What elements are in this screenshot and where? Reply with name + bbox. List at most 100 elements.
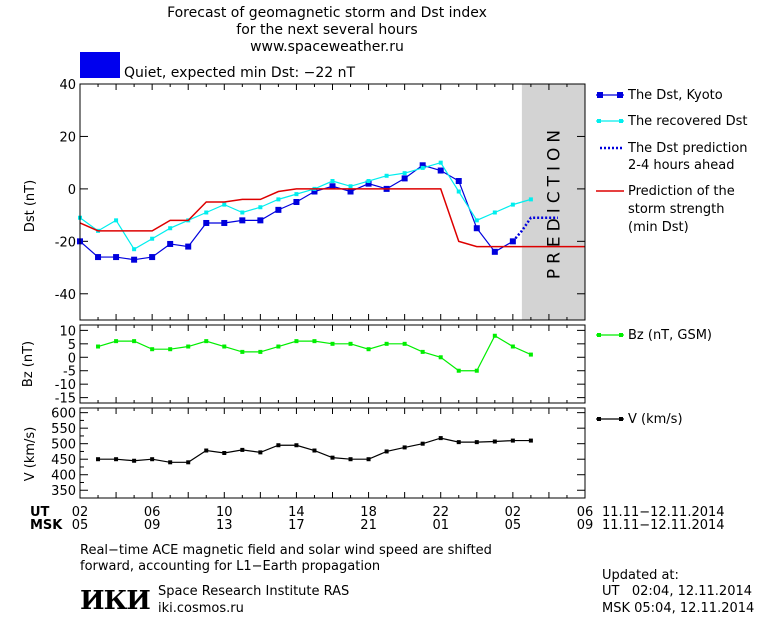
dst-data-point: [329, 183, 336, 190]
institute-site-link[interactable]: iki.cosmos.ru: [158, 601, 244, 616]
dst-data-point: [510, 202, 515, 207]
dst-data-point: [366, 179, 371, 184]
dst-data-point: [528, 197, 533, 202]
bz-frame: [79, 324, 586, 404]
v-data-point: [258, 450, 263, 455]
v-data-point: [528, 438, 533, 443]
legend-v-label: V (km/s): [628, 412, 683, 427]
dst-series-line-0: [79, 164, 514, 261]
dst-data-point: [294, 192, 299, 197]
bz-data-point: [420, 349, 425, 354]
legend-bz-label: Bz (nT, GSM): [628, 328, 712, 343]
v-data-point: [510, 438, 515, 443]
status-text: Quiet, expected min Dst: −22 nT: [124, 65, 356, 81]
bz-y-tick-label: -5: [63, 365, 76, 380]
dst-data-point: [347, 188, 354, 195]
v-data-point: [330, 455, 335, 460]
dst-series-line-1: [79, 161, 532, 251]
legend-entry-strength: Prediction of the storm strength (min Ds…: [596, 184, 735, 235]
dst-data-point: [239, 217, 246, 224]
updated-ut: UT 02:04, 12.11.2014: [602, 584, 753, 599]
ut-axis-label: UT: [30, 505, 50, 520]
bz-y-tick-label: 0: [68, 351, 76, 366]
updated-msk: MSK 05:04, 12.11.2014: [602, 601, 755, 616]
dst-data-point: [420, 165, 425, 170]
dst-panel: PREDICTION -40 -20 0 20 40 Dst (nT): [23, 78, 586, 321]
bz-data-point: [366, 347, 371, 352]
bz-series-lines: [96, 333, 533, 373]
dst-data-point: [221, 219, 228, 226]
ut-tick-label: 14: [288, 505, 305, 520]
bz-data-point: [330, 341, 335, 346]
legend-entry-kyoto: The Dst, Kyoto: [596, 88, 723, 103]
dst-y-tick-label: -40: [55, 288, 76, 303]
legend-kyoto-marker: [597, 92, 603, 98]
bz-data-point: [528, 352, 533, 357]
ut-tick-label: 18: [360, 505, 377, 520]
dst-data-point: [149, 254, 156, 261]
v-y-tick-label: 450: [51, 453, 76, 468]
legend-strength-label-2: storm strength: [628, 202, 725, 217]
v-data-point: [240, 447, 245, 452]
dst-y-tick-label: 0: [68, 183, 76, 198]
bz-data-point: [114, 339, 119, 344]
v-y-tick-label: 550: [51, 422, 76, 437]
iki-logo: ИКИ: [80, 586, 151, 616]
bz-y-tick-label: -10: [55, 378, 76, 393]
bz-data-point: [510, 344, 515, 349]
v-data-point: [168, 460, 173, 465]
dst-y-tick-label: -20: [55, 235, 76, 250]
ut-tick-label: 02: [505, 505, 522, 520]
dst-data-point: [473, 225, 480, 232]
v-data-point: [384, 449, 389, 454]
msk-axis-label: MSK: [30, 518, 63, 533]
dst-data-point: [437, 167, 444, 174]
bz-data-point: [348, 341, 353, 346]
dst-data-point: [293, 199, 300, 205]
dst-ylabel: Dst (nT): [23, 180, 38, 232]
bz-data-point: [438, 355, 443, 360]
bz-y-tick-label: -15: [55, 392, 76, 407]
bz-data-point: [132, 339, 137, 344]
dst-data-point: [402, 171, 407, 176]
v-data-point: [456, 440, 461, 445]
v-data-point: [96, 457, 101, 462]
dst-data-point: [222, 202, 227, 207]
v-data-point: [492, 439, 497, 444]
v-data-point: [150, 457, 155, 462]
v-data-point: [420, 441, 425, 446]
dst-legend: The Dst, Kyoto The recovered Dst The Dst…: [596, 88, 748, 235]
legend-kyoto-marker: [617, 92, 623, 98]
msk-tick-label: 05: [72, 518, 89, 533]
v-data-point: [438, 436, 443, 441]
prediction-band: [521, 84, 585, 320]
bz-data-point: [96, 344, 101, 349]
v-y-tick-label: 400: [51, 469, 76, 484]
chart-title-line3: www.spaceweather.ru: [250, 39, 404, 55]
legend-strength-label: Prediction of the: [628, 184, 735, 199]
dst-data-point: [113, 254, 120, 261]
dst-y-tick-label: 20: [59, 130, 76, 145]
bz-data-point: [186, 344, 191, 349]
v-legend: V (km/s): [596, 412, 683, 427]
legend-v-marker: [597, 417, 601, 421]
bz-data-point: [168, 347, 173, 352]
dst-data-point: [258, 205, 263, 210]
institute-name: Space Research Institute RAS: [158, 584, 350, 599]
msk-tick-label: 13: [216, 518, 233, 533]
legend-recovered-marker: [597, 119, 601, 123]
bz-data-point: [294, 339, 299, 344]
bz-data-point: [240, 349, 245, 354]
dst-series-line-2: [511, 216, 558, 243]
legend-prediction-label: The Dst prediction: [627, 141, 748, 156]
dst-frame: [79, 83, 586, 321]
ut-date-range: 11.11−12.11.2014: [602, 505, 725, 520]
v-data-point: [114, 457, 119, 462]
legend-recovered-label: The recovered Dst: [627, 114, 747, 129]
msk-tick-label: 05: [505, 518, 522, 533]
dst-data-point: [203, 219, 210, 226]
